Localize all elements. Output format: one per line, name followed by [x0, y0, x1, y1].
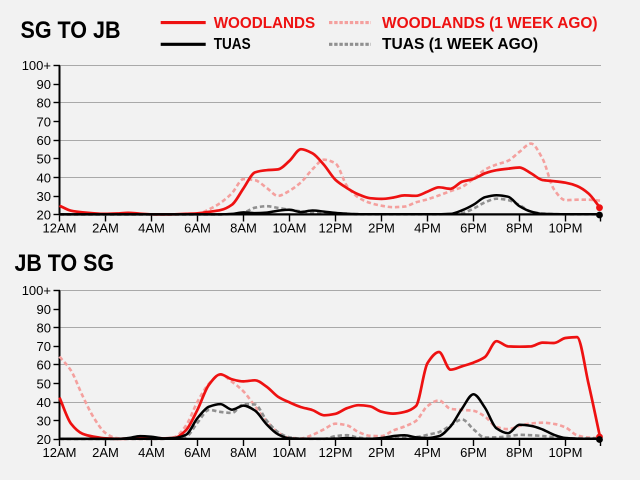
svg-text:2AM: 2AM	[92, 221, 119, 236]
svg-text:JB TO SG: JB TO SG	[15, 250, 115, 277]
svg-text:WOODLANDS: WOODLANDS	[214, 15, 316, 32]
svg-text:6AM: 6AM	[184, 445, 211, 460]
svg-text:70: 70	[37, 114, 51, 129]
svg-text:6PM: 6PM	[460, 221, 487, 236]
svg-text:90: 90	[37, 77, 51, 92]
svg-text:12PM: 12PM	[319, 445, 353, 460]
svg-text:40: 40	[37, 170, 51, 185]
svg-text:60: 60	[37, 358, 51, 373]
svg-text:50: 50	[37, 152, 51, 167]
svg-text:100+: 100+	[22, 58, 51, 73]
svg-text:4AM: 4AM	[138, 221, 165, 236]
svg-text:20: 20	[37, 208, 51, 223]
svg-text:6PM: 6PM	[460, 445, 487, 460]
svg-text:2PM: 2PM	[368, 221, 395, 236]
svg-text:12AM: 12AM	[43, 221, 77, 236]
svg-text:12PM: 12PM	[319, 221, 353, 236]
svg-text:40: 40	[37, 395, 51, 410]
svg-text:2PM: 2PM	[368, 445, 395, 460]
svg-text:4AM: 4AM	[138, 445, 165, 460]
svg-text:8AM: 8AM	[230, 445, 257, 460]
svg-text:8PM: 8PM	[506, 445, 533, 460]
svg-text:TUAS: TUAS	[214, 36, 251, 53]
svg-text:TUAS (1 WEEK AGO): TUAS (1 WEEK AGO)	[382, 36, 538, 53]
svg-text:80: 80	[37, 320, 51, 335]
svg-text:90: 90	[37, 302, 51, 317]
svg-text:30: 30	[37, 189, 51, 204]
svg-text:4PM: 4PM	[414, 221, 441, 236]
svg-text:12AM: 12AM	[43, 445, 77, 460]
svg-text:20: 20	[37, 432, 51, 447]
svg-text:4PM: 4PM	[414, 445, 441, 460]
svg-text:8PM: 8PM	[506, 221, 533, 236]
svg-text:100+: 100+	[22, 283, 51, 298]
svg-text:10PM: 10PM	[549, 221, 583, 236]
svg-text:10AM: 10AM	[273, 445, 307, 460]
svg-text:70: 70	[37, 339, 51, 354]
svg-text:WOODLANDS (1 WEEK AGO): WOODLANDS (1 WEEK AGO)	[382, 15, 598, 32]
svg-text:10PM: 10PM	[549, 445, 583, 460]
svg-text:10AM: 10AM	[273, 221, 307, 236]
svg-text:50: 50	[37, 376, 51, 391]
svg-text:60: 60	[37, 133, 51, 148]
svg-text:2AM: 2AM	[92, 445, 119, 460]
svg-text:6AM: 6AM	[184, 221, 211, 236]
svg-text:80: 80	[37, 96, 51, 111]
svg-text:8AM: 8AM	[230, 221, 257, 236]
svg-text:30: 30	[37, 414, 51, 429]
svg-text:SG TO JB: SG TO JB	[21, 17, 121, 44]
